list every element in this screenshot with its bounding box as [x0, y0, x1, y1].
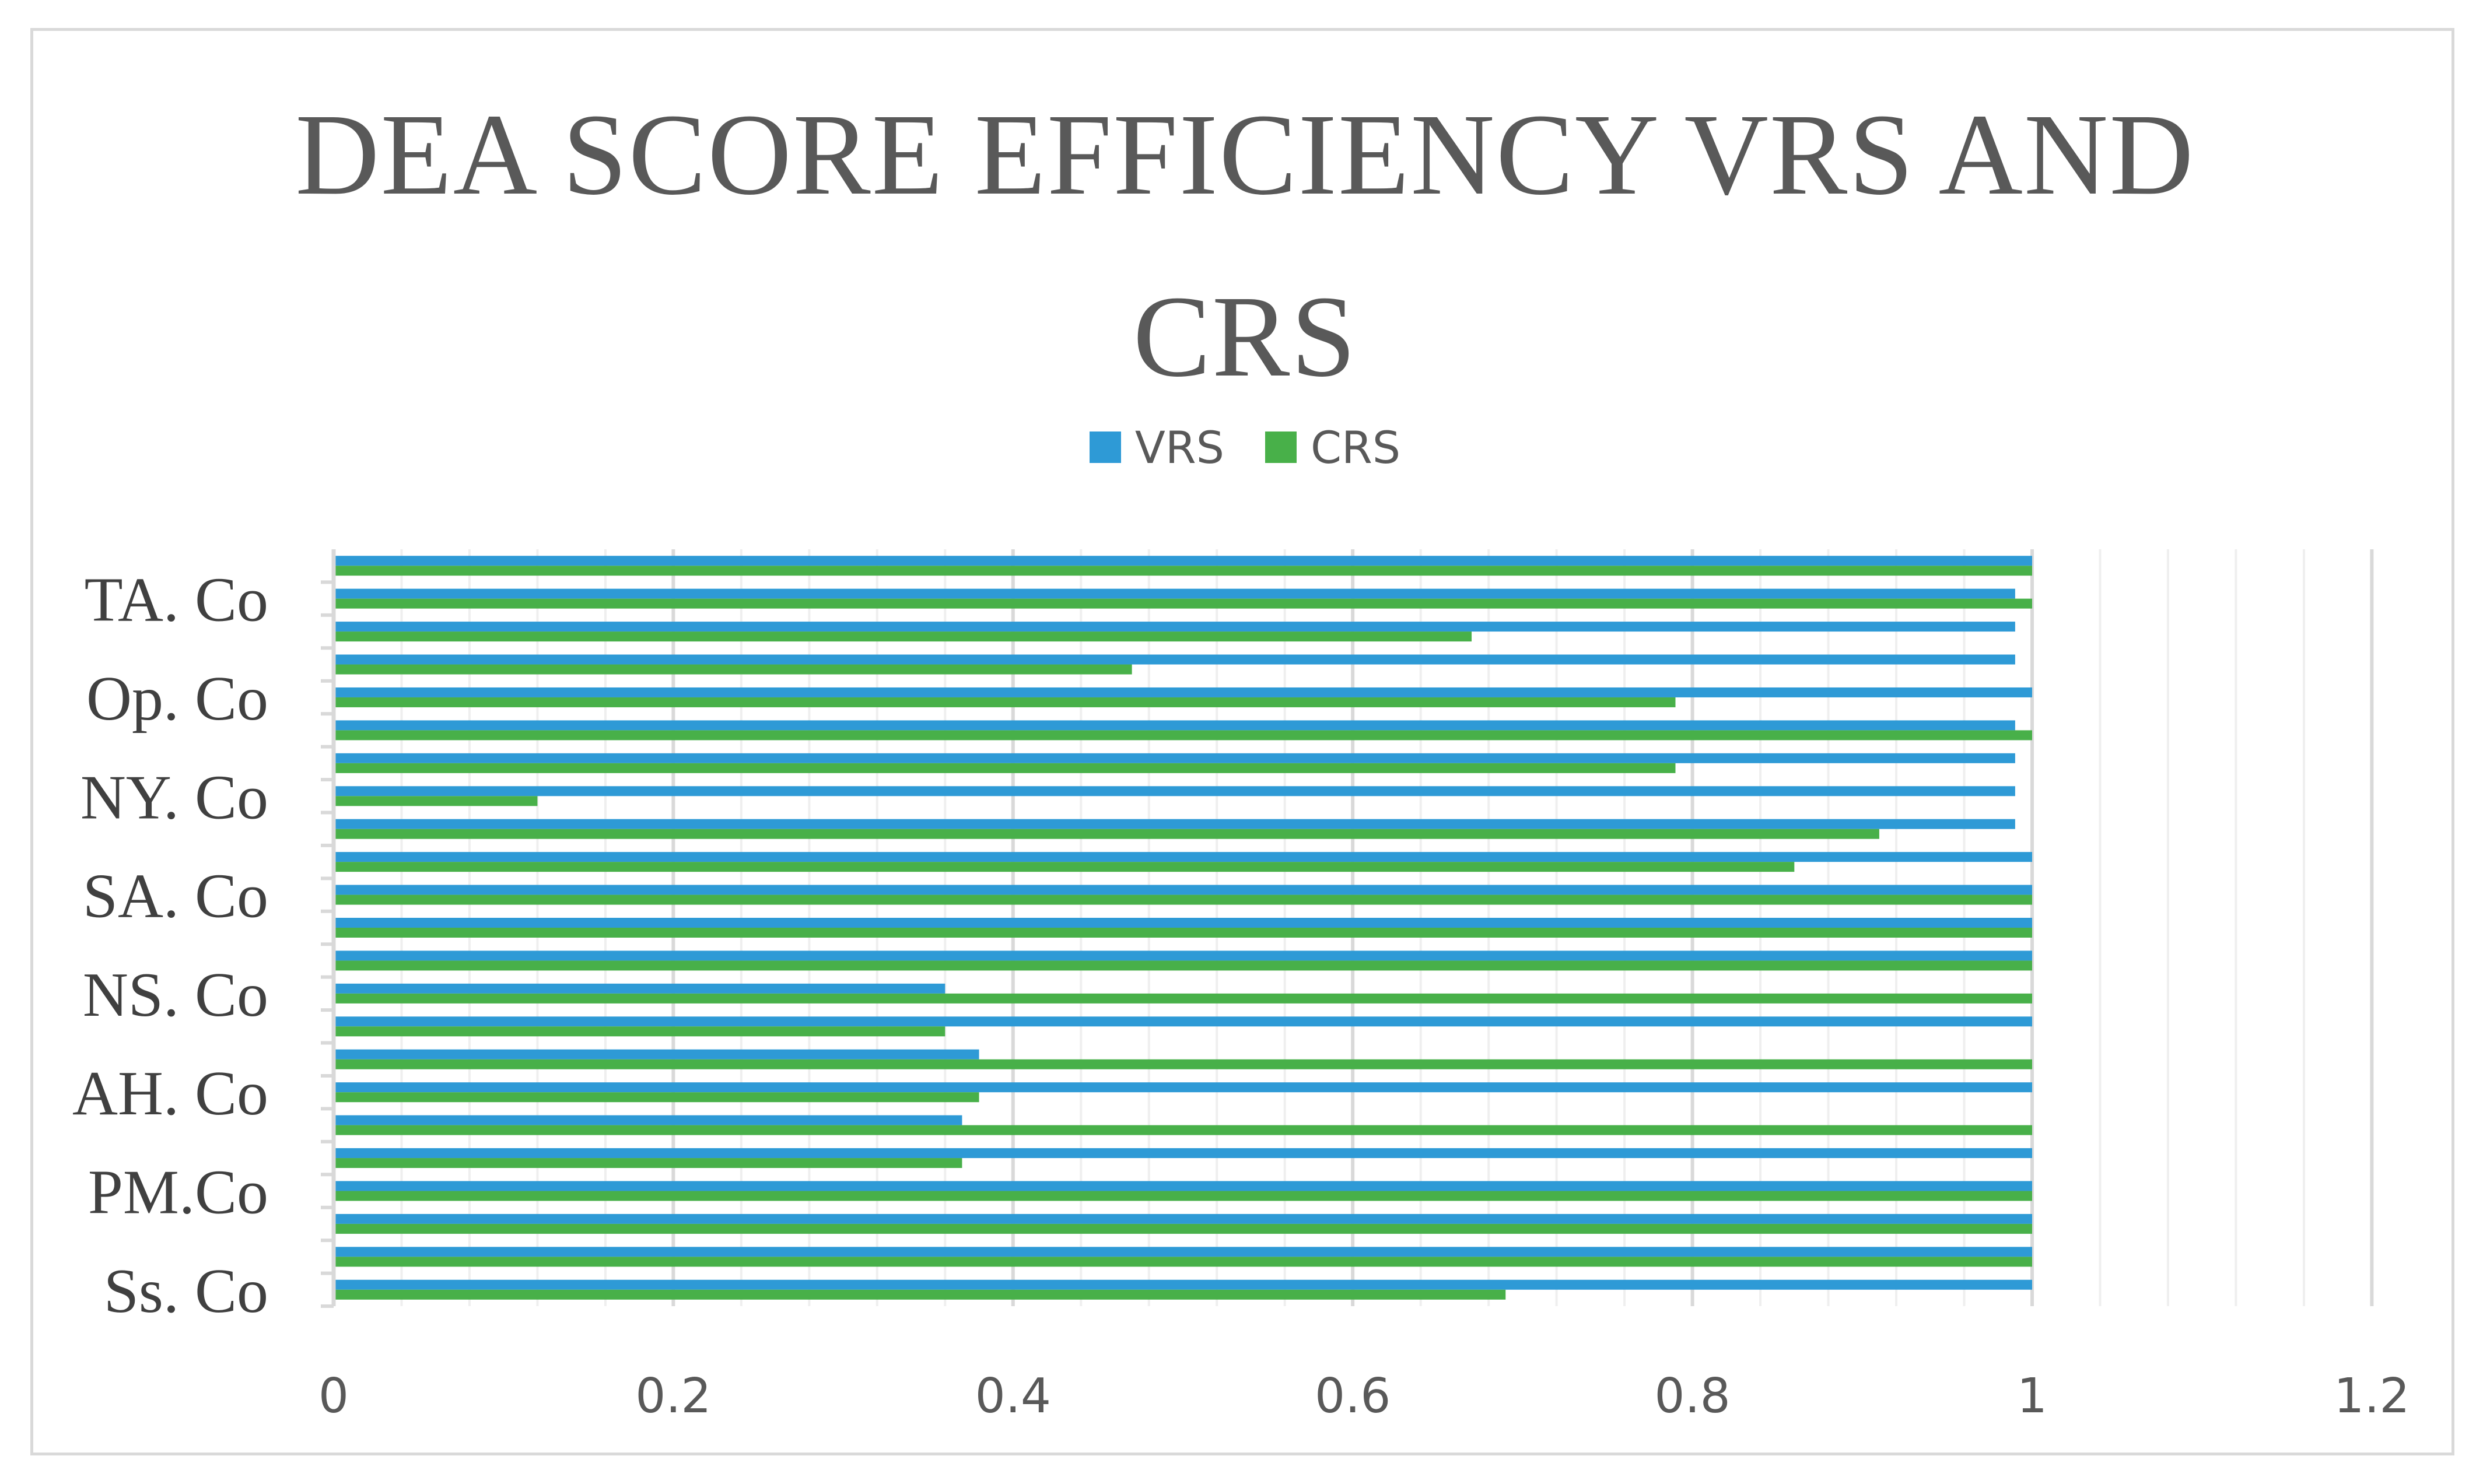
bar-vrs — [334, 654, 2015, 665]
bar-crs — [334, 1257, 2032, 1267]
bar-crs — [334, 1158, 962, 1169]
bar-crs — [334, 796, 538, 806]
legend: VRS CRS — [0, 421, 2490, 473]
bar-vrs — [334, 1148, 2032, 1159]
y-category-label: PM.Co — [88, 1157, 268, 1227]
legend-swatch-crs — [1265, 431, 1297, 463]
bar-crs — [334, 730, 2032, 741]
bar-crs — [334, 1289, 1506, 1300]
bar-crs — [334, 894, 2032, 905]
y-category-label: Op. Co — [86, 664, 268, 734]
bar-crs — [334, 862, 1795, 872]
bar-vrs — [334, 588, 2015, 599]
bar-vrs — [334, 1082, 2032, 1093]
bar-crs — [334, 1125, 2032, 1135]
y-category-label: TA. Co — [85, 566, 268, 635]
bar-vrs — [334, 1213, 2032, 1224]
bar-crs — [334, 598, 2032, 609]
bar-crs — [334, 697, 1676, 707]
bar-vrs — [334, 918, 2032, 928]
bar-vrs — [334, 852, 2032, 862]
bar-crs — [334, 1191, 2032, 1201]
x-tick-labels: 0 0.2 0.4 0.6 0.8 1 1.2 — [318, 1369, 2410, 1424]
bars — [334, 556, 2032, 1300]
y-category-label: NS. Co — [83, 960, 268, 1030]
chart-title-line-2: CRS — [1133, 272, 1357, 401]
bar-crs — [334, 928, 2032, 938]
bar-vrs — [334, 720, 2015, 731]
bar-crs — [334, 1026, 945, 1037]
chart-title-line-1: DEA SCORE EFFICIENCY VRS AND — [295, 90, 2195, 219]
bar-crs — [334, 1092, 979, 1103]
bar-vrs — [334, 622, 2015, 632]
x-tick-label: 0.8 — [1654, 1369, 1730, 1424]
x-tick-label: 1 — [2017, 1369, 2047, 1424]
x-tick-label: 0.4 — [975, 1369, 1051, 1424]
axes — [321, 549, 336, 1308]
bar-crs — [334, 993, 2032, 1004]
bar-vrs — [334, 687, 2032, 697]
x-tick-label: 0 — [318, 1369, 349, 1424]
chart-title: DEA SCORE EFFICIENCY VRS AND CRS — [0, 64, 2490, 428]
bar-vrs — [334, 819, 2015, 829]
bar-vrs — [334, 1016, 2032, 1027]
bar-vrs — [334, 786, 2015, 797]
y-tick-labels: Ss. Co PM.Co AH. Co NS. Co SA. Co NY. Co Op. C… — [72, 566, 268, 1326]
bar-vrs — [334, 983, 945, 994]
bar-vrs — [334, 885, 2032, 895]
y-category-label: Ss. Co — [104, 1257, 268, 1326]
x-tick-label: 0.6 — [1315, 1369, 1391, 1424]
bar-crs — [334, 566, 2032, 576]
legend-label-crs: CRS — [1310, 421, 1401, 473]
bar-vrs — [334, 1247, 2032, 1257]
bar-crs — [334, 960, 2032, 971]
bar-crs — [334, 632, 1472, 642]
legend-item-vrs: VRS — [1089, 421, 1224, 473]
x-tick-label: 0.2 — [635, 1369, 711, 1424]
bar-crs — [334, 763, 1676, 773]
bar-vrs — [334, 1279, 2032, 1290]
x-tick-label: 1.2 — [2334, 1369, 2410, 1424]
y-category-label: NY. Co — [80, 763, 268, 832]
legend-swatch-vrs — [1089, 431, 1121, 463]
bar-crs — [334, 1059, 2032, 1069]
bar-vrs — [334, 753, 2015, 763]
bar-vrs — [334, 950, 2032, 961]
bar-crs — [334, 829, 1879, 839]
bar-vrs — [334, 1049, 979, 1060]
bar-crs — [334, 1223, 2032, 1234]
bar-vrs — [334, 1181, 2032, 1191]
bar-vrs — [334, 1115, 962, 1125]
y-category-label: AH. Co — [72, 1059, 268, 1128]
bar-crs — [334, 664, 1132, 675]
y-category-label: SA. Co — [83, 862, 268, 931]
legend-item-crs: CRS — [1265, 422, 1400, 473]
legend-label-vrs: VRS — [1134, 421, 1224, 473]
bar-vrs — [334, 556, 2032, 566]
